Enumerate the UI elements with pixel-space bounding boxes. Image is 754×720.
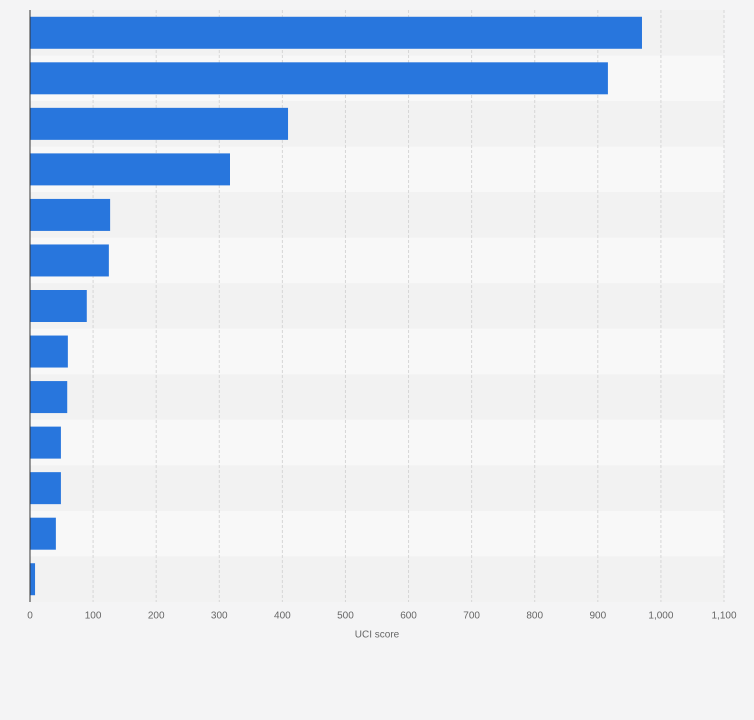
row-stripe: [30, 510, 724, 557]
x-tick-label: 400: [274, 611, 291, 622]
bar: [30, 381, 68, 414]
row-stripe: [30, 192, 724, 238]
row-stripe: [30, 465, 724, 511]
bar: [30, 335, 68, 368]
x-tick-label: 100: [85, 611, 102, 622]
x-tick-label: 500: [337, 611, 354, 622]
x-tick-label: 1,000: [648, 611, 673, 622]
x-tick-label: 700: [463, 611, 480, 622]
bar: [30, 563, 36, 596]
bar: [30, 517, 56, 550]
bar: [30, 198, 111, 231]
x-tick-label: 600: [400, 611, 417, 622]
x-tick-label: 800: [526, 611, 543, 622]
x-tick-label: 1,100: [711, 611, 736, 622]
row-stripe: [30, 556, 724, 602]
bar: [30, 426, 61, 459]
row-stripe: [30, 283, 724, 329]
x-tick-label: 300: [211, 611, 228, 622]
bar: [30, 62, 608, 95]
bar: [30, 290, 87, 322]
bar: [30, 153, 230, 186]
bar: [30, 16, 642, 49]
row-stripe: [30, 419, 724, 466]
bar: [30, 244, 109, 277]
x-axis-label: UCI score: [355, 630, 400, 641]
row-stripe: [30, 374, 724, 420]
x-tick-label: 0: [27, 611, 33, 622]
bar: [30, 107, 289, 140]
row-stripe: [30, 237, 724, 284]
x-tick-label: 200: [148, 611, 165, 622]
x-tick-label: 900: [589, 611, 606, 622]
bar: [30, 472, 61, 505]
row-stripe: [30, 328, 724, 375]
